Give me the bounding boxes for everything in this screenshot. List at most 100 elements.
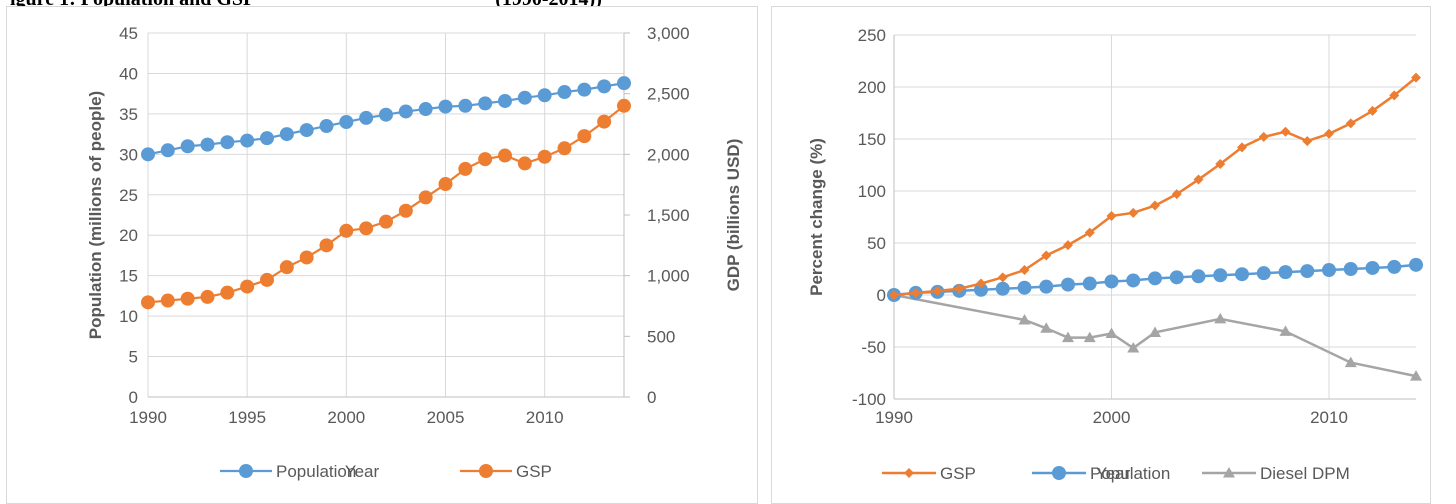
data-point — [160, 293, 175, 308]
data-point — [1127, 342, 1140, 353]
data-point — [932, 285, 943, 296]
legend-marker — [1052, 466, 1066, 480]
data-point — [1344, 356, 1357, 368]
data-point — [537, 88, 552, 103]
data-point — [1237, 142, 1247, 153]
data-point — [557, 85, 572, 100]
data-point — [517, 90, 532, 105]
data-point — [577, 82, 592, 97]
y-tick-label: 250 — [858, 26, 886, 45]
data-point — [1126, 273, 1141, 288]
data-point — [260, 272, 274, 287]
data-point — [359, 221, 374, 236]
y-tick-label: 50 — [867, 234, 886, 253]
series-line — [893, 293, 1417, 378]
data-point — [954, 283, 965, 294]
data-point — [1258, 131, 1269, 142]
data-point — [910, 287, 921, 298]
legend-marker — [904, 468, 914, 478]
y-axis-title: Percent change (%) — [807, 138, 826, 296]
data-point — [1128, 207, 1139, 218]
data-point — [319, 119, 334, 134]
figure-title: igure 1: Population and GSP (1990-2014)) — [10, 0, 602, 11]
data-point — [1148, 271, 1162, 286]
data-point — [279, 127, 294, 142]
data-point — [1213, 268, 1228, 283]
data-point — [1280, 126, 1291, 137]
data-point — [537, 149, 552, 164]
legend-marker — [479, 464, 493, 478]
data-point — [438, 177, 453, 192]
legend-label: Population — [276, 462, 356, 481]
data-point — [458, 161, 473, 176]
legend-entry: Diesel DPM — [1202, 464, 1350, 483]
data-point — [1322, 263, 1336, 278]
y-tick-label: 10 — [119, 307, 138, 326]
data-point — [1083, 331, 1096, 343]
legend-marker — [239, 464, 253, 478]
data-point — [141, 295, 155, 310]
data-point — [1104, 274, 1119, 289]
series-diesel-dpm — [888, 289, 1422, 381]
figure-title-left: igure 1: Population and GSP — [10, 0, 255, 10]
data-point — [1235, 267, 1249, 282]
data-point — [1300, 264, 1315, 279]
data-point — [1017, 280, 1032, 295]
data-point — [1278, 265, 1293, 280]
y2-tick-label: 500 — [647, 327, 675, 346]
data-point — [1040, 322, 1053, 333]
legend-label: GSP — [940, 464, 976, 483]
y2-tick-label: 2,500 — [647, 85, 690, 104]
data-point — [1082, 276, 1097, 291]
data-point — [379, 107, 393, 122]
data-point — [1105, 327, 1118, 338]
y-tick-label: -50 — [861, 338, 886, 357]
data-point — [299, 250, 314, 265]
data-point — [141, 147, 155, 162]
x-axis-title: Year — [1096, 464, 1131, 483]
population-gsp-chart: 0 5 10 15 20 25 30 35 40 45 1990 1995 2000 2005 2010 0 5… — [86, 24, 743, 481]
data-point — [1410, 370, 1422, 381]
y-axis-title: Population (millions of people) — [86, 91, 105, 339]
legend-entry: Population — [220, 462, 356, 481]
data-point — [180, 291, 195, 306]
x-tick-label: 1990 — [129, 408, 167, 427]
data-point — [1018, 313, 1031, 325]
legend-label: Population — [1090, 464, 1170, 483]
data-point — [359, 110, 374, 125]
legend-entry: GSP — [460, 462, 552, 481]
data-point — [379, 214, 393, 229]
data-point — [1343, 262, 1358, 276]
y2-tick-label: 1,000 — [647, 267, 690, 286]
data-point — [889, 290, 899, 300]
data-point — [1150, 200, 1160, 211]
x-tick-label: 2010 — [1310, 408, 1348, 427]
x-tick-label: 2010 — [526, 408, 564, 427]
x-tick-label: 1990 — [875, 408, 913, 427]
y2-tick-label: 1,500 — [647, 206, 690, 225]
data-point — [1302, 136, 1313, 147]
data-point — [1019, 265, 1030, 276]
x-tick-label: 2000 — [327, 408, 365, 427]
data-point — [418, 190, 433, 205]
data-point — [1106, 210, 1117, 221]
data-point — [1193, 174, 1204, 185]
data-point — [577, 129, 592, 144]
data-point — [1409, 257, 1423, 272]
data-point — [1041, 250, 1052, 261]
y-tick-label: 15 — [119, 267, 138, 286]
y-tick-label: 0 — [129, 388, 138, 407]
y-tick-label: 150 — [858, 130, 886, 149]
data-point — [1063, 240, 1073, 251]
y-tick-label: 40 — [119, 64, 138, 83]
x-tick-label: 1995 — [228, 408, 266, 427]
data-point — [974, 282, 988, 297]
y-tick-label: 25 — [119, 186, 138, 205]
data-point — [1387, 259, 1402, 274]
x-axis-title: Year — [345, 462, 380, 481]
data-point — [1324, 128, 1334, 139]
legend-label: Diesel DPM — [1260, 464, 1350, 483]
data-point — [1411, 72, 1421, 83]
data-point — [299, 123, 314, 138]
legend-marker — [1223, 467, 1235, 478]
